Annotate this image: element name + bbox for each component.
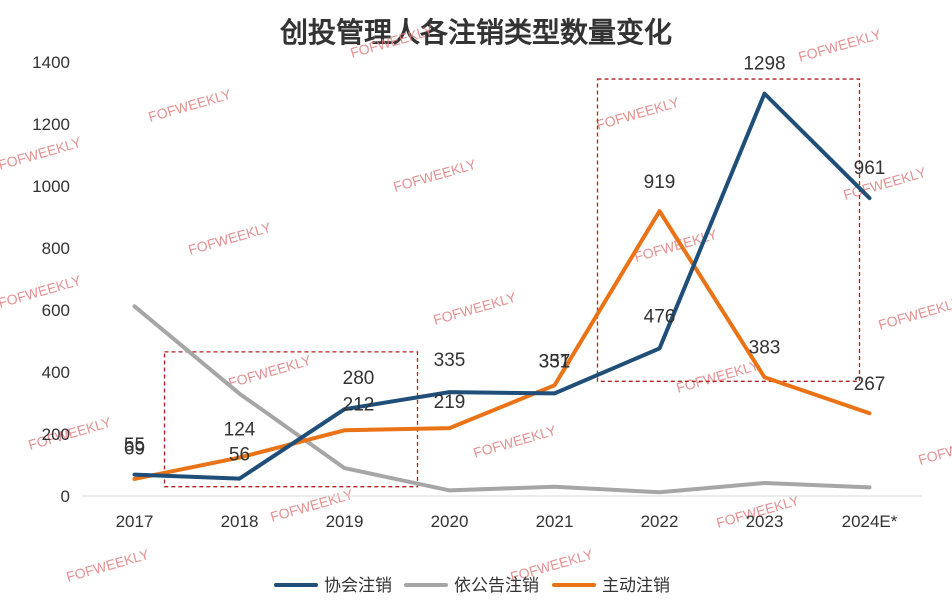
data-label: 357 — [539, 351, 571, 372]
y-tick-label: 200 — [42, 425, 70, 444]
chart-title: 创投管理人各注销类型数量变化 — [279, 16, 672, 49]
watermark-text: FOFWEEKLY — [431, 289, 518, 328]
y-tick-label: 600 — [42, 301, 70, 320]
data-label: 55 — [124, 435, 145, 456]
watermark-text: FOFWEEKLY — [796, 26, 883, 65]
y-tick-label: 1400 — [32, 53, 70, 72]
x-tick-label: 2022 — [641, 512, 679, 531]
x-tick-label: 2018 — [221, 512, 259, 531]
watermark-text: FOFWEEKLY — [226, 352, 313, 391]
data-label: 69 — [124, 439, 145, 460]
watermark-text: FOFWEEKLY — [471, 422, 558, 461]
data-label: 1298 — [743, 54, 785, 75]
data-labels: 69 56 280 335 331 476 1298 961 55 124 212 219 357 919… — [124, 54, 885, 466]
data-label: 219 — [434, 392, 466, 413]
series-layer — [132, 91, 872, 495]
x-tick-label: 2019 — [326, 512, 364, 531]
legend-label: 主动注销 — [602, 576, 670, 596]
legend-label: 协会注销 — [324, 576, 392, 596]
series-line-1 — [132, 304, 872, 495]
highlight-box-2022-2023 — [596, 78, 861, 382]
highlight-box-2018-2019 — [163, 351, 419, 488]
y-tick-label: 800 — [42, 239, 70, 258]
x-axis: 2017 2018 2019 2020 2021 2022 2023 2024E* — [82, 495, 922, 531]
watermark-layer: FOFWEEKLY FOFWEEKLY FOFWEEKLY FOFWEEKLY FOFW… — [0, 22, 952, 585]
watermark-text: FOFWEEKLY — [916, 429, 952, 468]
watermark-text: FOFWEEKLY — [674, 357, 761, 396]
data-label: 476 — [644, 306, 676, 327]
x-tick-label: 2017 — [116, 512, 154, 531]
watermark-text: FOFWEEKLY — [876, 294, 952, 333]
data-label: 383 — [749, 337, 781, 358]
y-tick-label: 0 — [61, 487, 70, 506]
highlight-boxes — [163, 78, 861, 488]
watermark-text: FOFWEEKLY — [391, 156, 478, 195]
y-tick-label: 1200 — [32, 115, 70, 134]
data-label: 331 — [539, 351, 571, 372]
data-label: 335 — [434, 350, 466, 371]
y-tick-label: 1000 — [32, 177, 70, 196]
data-label: 212 — [343, 394, 375, 415]
data-label: 267 — [854, 374, 886, 395]
watermark-text: FOFWEEKLY — [186, 219, 273, 258]
series-line-2 — [132, 209, 872, 481]
y-axis: 0 200 400 600 800 1000 1200 1400 — [32, 53, 70, 506]
data-label: 280 — [343, 368, 375, 389]
x-tick-label: 2021 — [536, 512, 574, 531]
watermark-text: FOFWEEKLY — [594, 94, 681, 133]
x-tick-label: 2024E* — [842, 512, 898, 531]
watermark-text: FOFWEEKLY — [64, 546, 151, 585]
watermark-text: FOFWEEKLY — [0, 134, 83, 173]
legend: 协会注销 依公告注销 主动注销 — [274, 576, 670, 596]
y-tick-label: 400 — [42, 363, 70, 382]
legend-label: 依公告注销 — [454, 576, 539, 596]
data-label: 124 — [224, 420, 256, 441]
data-label: 919 — [644, 172, 676, 193]
x-tick-label: 2023 — [746, 512, 784, 531]
x-tick-label: 2020 — [431, 512, 469, 531]
data-label: 56 — [229, 445, 250, 466]
watermark-text: FOFWEEKLY — [146, 86, 233, 125]
series-line-0 — [132, 91, 872, 481]
data-label: 961 — [854, 158, 886, 179]
